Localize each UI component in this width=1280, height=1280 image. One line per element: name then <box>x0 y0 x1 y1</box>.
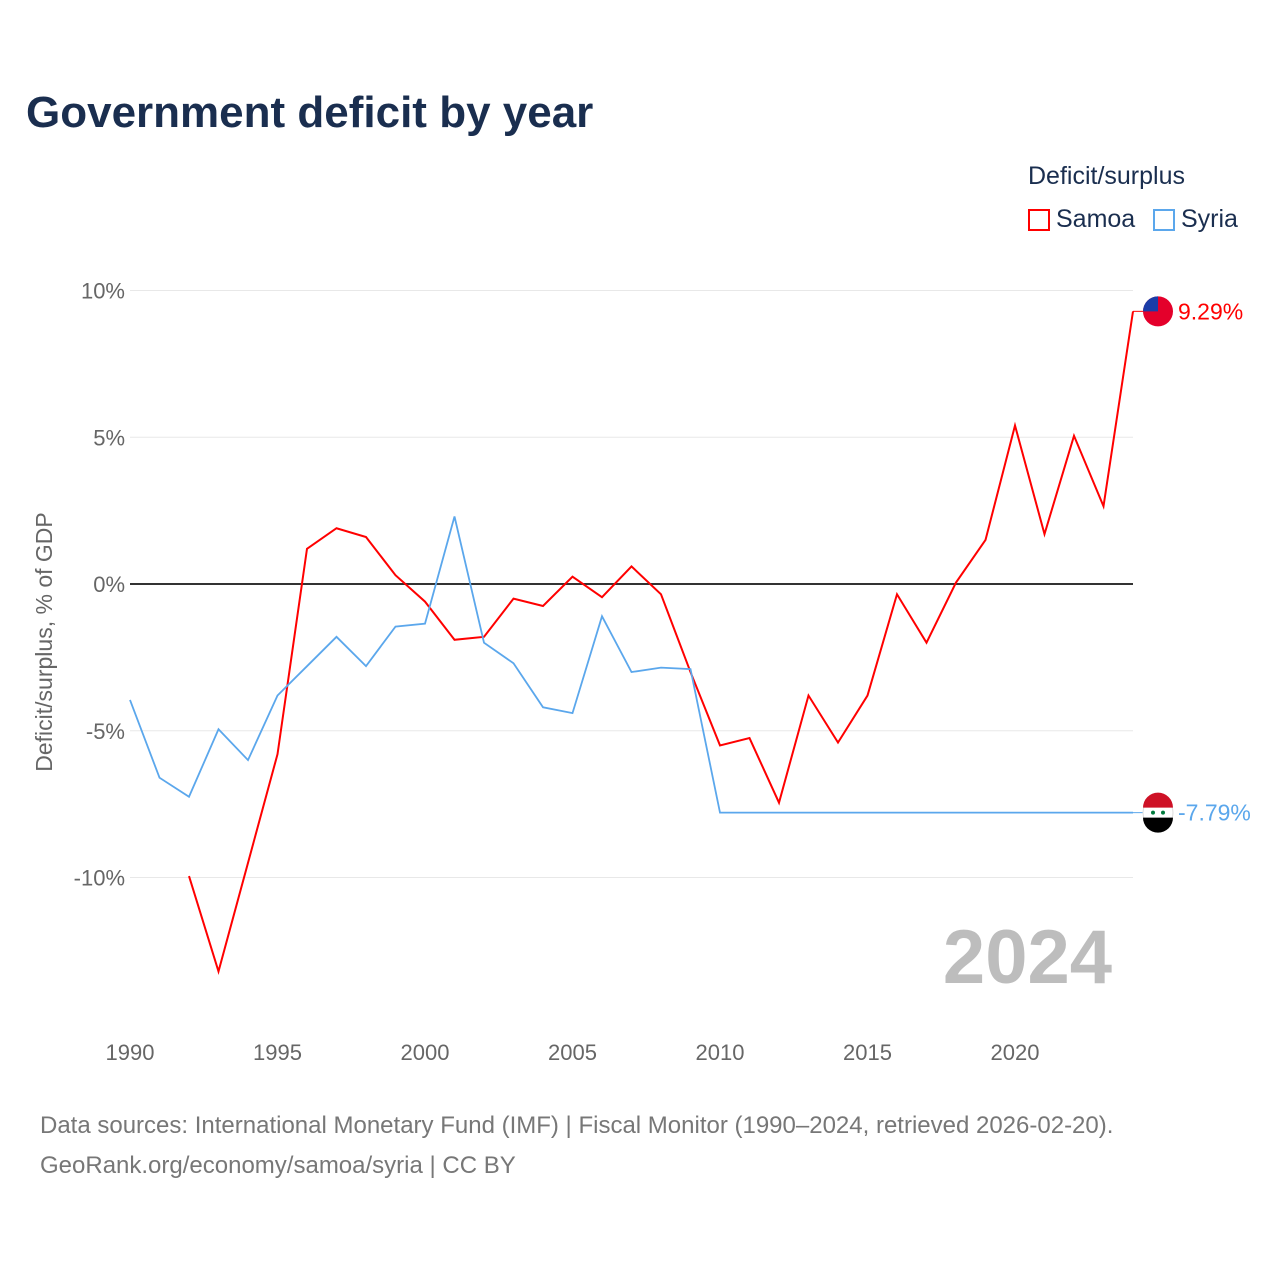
series-line-syria <box>129 516 1133 814</box>
end-value-label-samoa: 9.29% <box>1178 298 1243 324</box>
syria-flag-icon <box>1142 792 1174 833</box>
x-tick-label: 1990 <box>106 1040 155 1065</box>
year-watermark: 2024 <box>943 915 1112 1000</box>
flag-star <box>1151 810 1155 815</box>
y-tick-label: -10% <box>74 866 125 891</box>
legend-label: Samoa <box>1056 205 1136 233</box>
x-tick-label: 2000 <box>401 1040 450 1065</box>
x-tick-label: 2015 <box>843 1040 892 1065</box>
legend-item-samoa[interactable]: Samoa <box>1028 205 1135 234</box>
source-line: Data sources: International Monetary Fun… <box>40 1112 1114 1139</box>
series-line-samoa <box>188 311 1134 976</box>
y-tick-label: 0% <box>93 572 125 597</box>
legend-swatch-syria <box>1153 208 1175 231</box>
flag-star <box>1161 810 1165 815</box>
flag-red <box>1143 792 1173 808</box>
legend-title: Deficit/surplus <box>1028 162 1185 190</box>
y-tick-label: 10% <box>81 279 125 304</box>
flag-canton <box>1143 296 1158 312</box>
y-axis-label: Deficit/surplus, % of GDP <box>31 512 57 771</box>
x-tick-label: 1995 <box>253 1040 302 1065</box>
y-tick-label: -5% <box>86 719 125 744</box>
y-tick-label: 5% <box>93 425 125 450</box>
samoa-flag-icon <box>1143 296 1173 327</box>
x-tick-label: 2010 <box>696 1040 745 1065</box>
flag-black <box>1143 817 1173 833</box>
legend-label: Syria <box>1181 205 1238 233</box>
x-tick-label: 2005 <box>548 1040 597 1065</box>
source-link[interactable]: GeoRank.org/economy/samoa/syria | CC BY <box>40 1152 516 1179</box>
x-tick-label: 2020 <box>991 1040 1040 1065</box>
source-note: Data sources: International Monetary Fun… <box>40 1106 1113 1186</box>
end-value-label-syria: -7.79% <box>1178 800 1251 826</box>
legend-item-syria[interactable]: Syria <box>1153 205 1238 234</box>
chart-title: Government deficit by year <box>26 88 594 137</box>
legend-swatch-samoa <box>1028 208 1050 231</box>
